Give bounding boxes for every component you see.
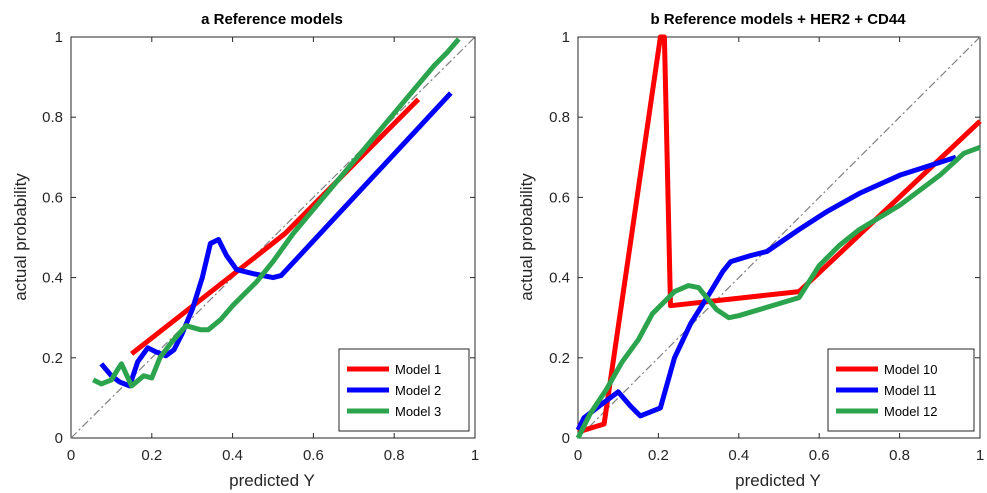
y-tick-label: 0.8: [42, 109, 63, 126]
panel-a: a Reference models predicted Y actual pr…: [11, 11, 479, 490]
x-tick-label: 0.2: [141, 447, 162, 464]
y-tick-label: 1: [562, 29, 570, 46]
x-tick-label: 0.4: [222, 447, 243, 464]
x-tick-label: 0.8: [889, 447, 910, 464]
series-line-model-11: [575, 154, 957, 432]
legend: Model 1 Model 2 Model 3: [338, 348, 470, 432]
panel-title: b Reference models + HER2 + CD44: [650, 11, 906, 28]
y-tick-label: 0.2: [549, 350, 570, 367]
y-tick-label: 1: [55, 29, 63, 46]
series-line-model-3: [92, 37, 461, 389]
reference-diagonal-line: [577, 36, 981, 439]
panel-title: a Reference models: [201, 11, 343, 28]
x-tick-label: 0.6: [303, 447, 324, 464]
legend-entry-label: Model 11: [884, 383, 937, 398]
legend-entry-label: Model 12: [884, 404, 937, 419]
y-tick-label: 0.4: [42, 270, 63, 287]
y-axis-label: actual probability: [517, 173, 536, 301]
legend: Model 10 Model 11 Model 12: [827, 348, 975, 432]
y-tick-label: 0: [562, 430, 570, 447]
x-tick-label: 0.6: [809, 447, 830, 464]
x-tick-label: 0.4: [728, 447, 749, 464]
x-tick-label: 0.8: [384, 447, 405, 464]
panel-b: b Reference models + HER2 + CD44 predict…: [517, 11, 984, 490]
y-tick-label: 0.6: [42, 189, 63, 206]
y-tick-label: 0.8: [549, 109, 570, 126]
series-line-model-12: [575, 144, 981, 440]
y-tick-label: 0.2: [42, 350, 63, 367]
y-tick-label: 0.4: [549, 270, 570, 287]
x-tick-label: 0: [67, 447, 75, 464]
legend-entry-label: Model 3: [395, 404, 441, 419]
series-line-model-10: [577, 34, 982, 435]
y-axis-label: actual probability: [11, 173, 30, 301]
plot-area-box: [577, 36, 981, 439]
reference-diagonal-line: [70, 36, 476, 439]
y-tick-label: 0.6: [549, 189, 570, 206]
x-tick-label: 0: [574, 447, 582, 464]
legend-entry-label: Model 2: [395, 383, 441, 398]
x-axis-label: predicted Y: [735, 471, 821, 490]
y-tick-label: 0: [55, 430, 63, 447]
x-axis-label: predicted Y: [229, 471, 315, 490]
plot-area-box: [70, 36, 476, 439]
x-tick-label: 0.2: [648, 447, 669, 464]
x-tick-label: 1: [976, 447, 984, 464]
legend-entry-label: Model 1: [395, 362, 441, 377]
legend-entry-label: Model 10: [884, 362, 937, 377]
x-tick-label: 1: [471, 447, 479, 464]
